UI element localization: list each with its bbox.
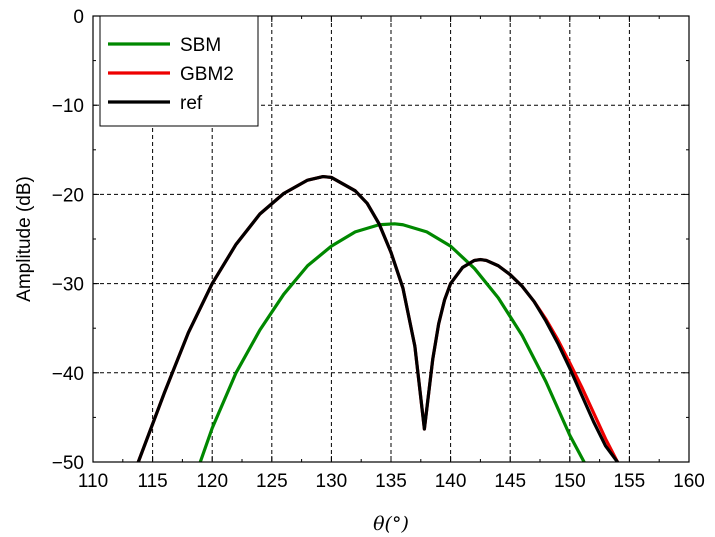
x-axis-title: θ(°) bbox=[373, 513, 409, 535]
x-tick-label: 145 bbox=[494, 471, 526, 492]
x-tick-label: 130 bbox=[316, 471, 348, 492]
y-tick-label: −10 bbox=[52, 96, 84, 117]
y-tick-label: −40 bbox=[52, 364, 84, 385]
series-line-ref bbox=[136, 174, 620, 462]
legend-label-sbm: SBM bbox=[180, 35, 221, 56]
x-tick-label: 125 bbox=[256, 471, 288, 492]
legend-box bbox=[99, 15, 259, 127]
legend-label-gbm2: GBM2 bbox=[180, 64, 234, 85]
x-tick-label: 120 bbox=[196, 471, 228, 492]
x-tick-label: 160 bbox=[673, 471, 705, 492]
x-tick-label: 110 bbox=[78, 471, 108, 492]
series-lines bbox=[136, 174, 620, 462]
y-tick-labels: 0 −10 −20 −30 −40 −50 bbox=[52, 7, 84, 474]
x-tick-label: 150 bbox=[554, 471, 586, 492]
x-tick-labels: 110 115 120 125 130 135 140 145 150 155 160 bbox=[78, 471, 705, 492]
x-tick-label: 155 bbox=[614, 471, 646, 492]
x-tick-label: 115 bbox=[137, 471, 167, 492]
legend: SBM GBM2 ref bbox=[99, 15, 259, 127]
x-tick-label: 135 bbox=[375, 471, 407, 492]
x-tick-label: 140 bbox=[435, 471, 467, 492]
y-tick-label: −20 bbox=[52, 185, 84, 206]
y-tick-label: 0 bbox=[73, 7, 84, 28]
y-axis-title: Amplitude (dB) bbox=[14, 176, 35, 302]
y-tick-label: −30 bbox=[52, 275, 84, 296]
series-line-sbm bbox=[198, 222, 586, 462]
y-tick-label: −50 bbox=[52, 453, 84, 474]
legend-label-ref: ref bbox=[180, 93, 203, 114]
